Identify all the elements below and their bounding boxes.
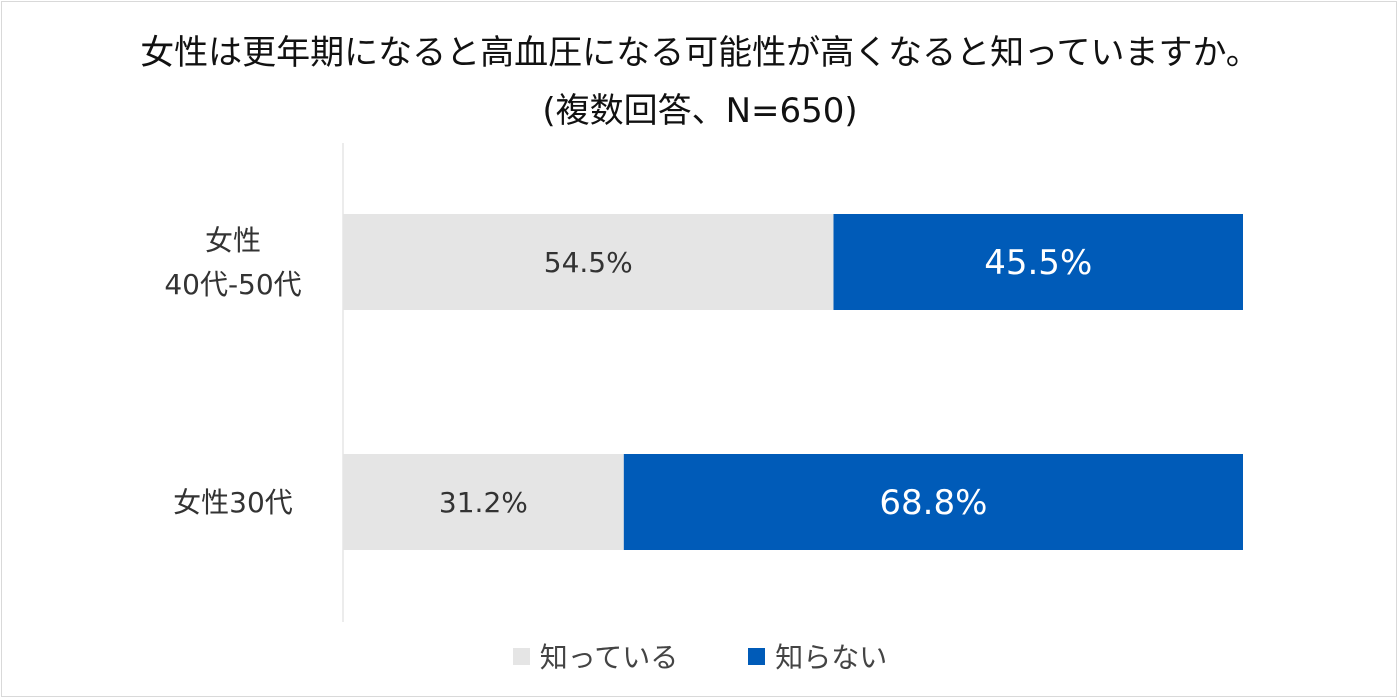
category-label: 40代-50代 <box>164 268 301 301</box>
bar-segment-dont-know <box>623 454 1243 550</box>
legend-item-know: 知っている <box>512 636 679 676</box>
chart-subtitle: (複数回答、N=650) <box>542 91 858 131</box>
legend-item-dont-know: 知らない <box>748 636 887 676</box>
data-label: 68.8% <box>879 483 987 523</box>
category-label: 女性 <box>205 224 261 257</box>
chart-legend: 知っている 知らない <box>0 636 1400 676</box>
bar-segment-dont-know <box>833 214 1243 310</box>
legend-label-dont-know: 知らない <box>775 641 888 674</box>
legend-label-know: 知っている <box>539 641 679 674</box>
category-label: 女性30代 <box>173 486 293 519</box>
data-label: 54.5% <box>544 246 633 279</box>
bar-segment-know <box>343 214 834 310</box>
data-label: 31.2% <box>439 486 528 519</box>
legend-swatch-know <box>512 647 530 665</box>
data-label: 45.5% <box>984 243 1092 283</box>
legend-swatch-dont-know <box>748 647 766 665</box>
bar-segment-know <box>343 454 624 550</box>
chart-title: 女性は更年期になると高血圧になる可能性が高くなると知っていますか。 <box>140 33 1260 73</box>
